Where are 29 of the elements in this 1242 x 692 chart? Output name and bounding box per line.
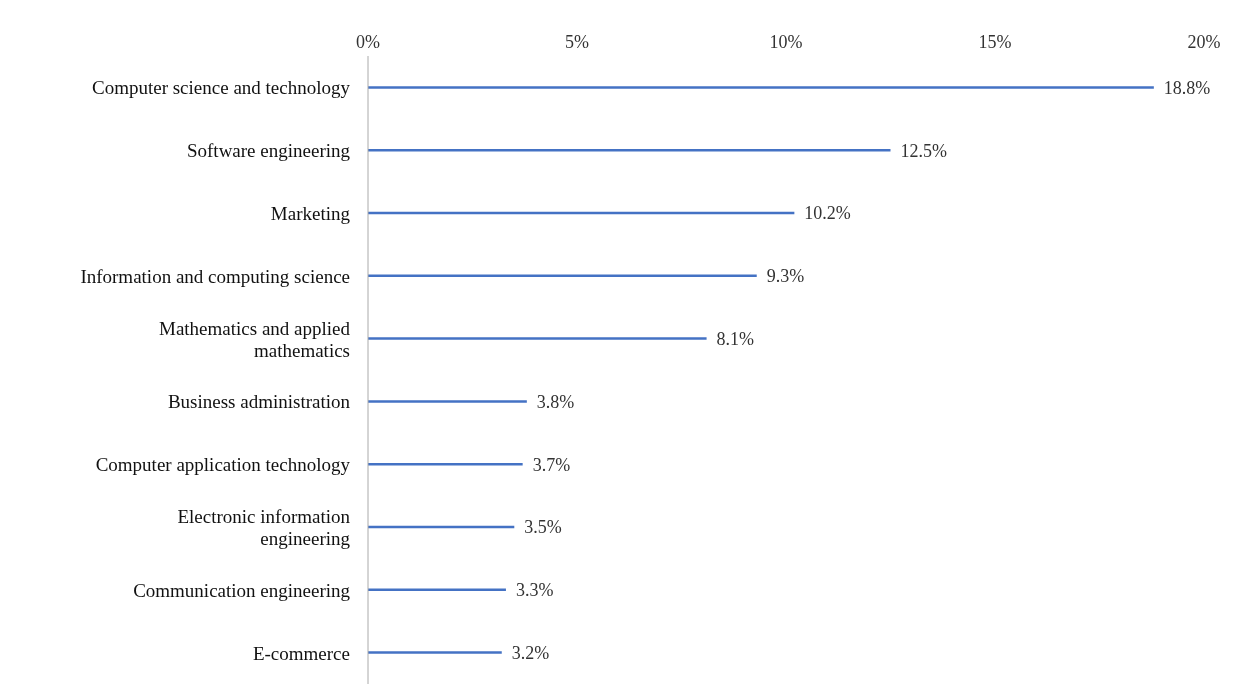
- data-label: 10.2%: [804, 203, 851, 224]
- data-label: 3.5%: [524, 517, 562, 538]
- data-label: 9.3%: [766, 266, 805, 287]
- y-tick-label: Marketing: [270, 202, 351, 224]
- data-label: 3.3%: [515, 580, 554, 601]
- y-tick-label: Computer application technology: [95, 453, 351, 475]
- x-tick-label: 15%: [978, 32, 1012, 52]
- data-label: 18.8%: [1163, 77, 1211, 98]
- x-tick-label: 5%: [565, 32, 589, 52]
- y-tick-label: Communication engineering: [133, 579, 351, 601]
- y-tick-label: Computer science and technology: [91, 76, 351, 98]
- data-label: 3.8%: [536, 391, 575, 412]
- y-tick-label: Software engineering: [186, 139, 351, 161]
- x-tick-label: 20%: [1187, 32, 1221, 52]
- x-tick-label: 10%: [769, 32, 803, 52]
- data-label: 3.2%: [511, 642, 550, 663]
- data-label: 12.5%: [900, 140, 947, 161]
- bar: [368, 86, 1154, 89]
- y-tick-label: Information and computing science: [80, 265, 350, 287]
- data-label: 8.1%: [716, 328, 755, 349]
- x-tick-label: 0%: [356, 32, 380, 52]
- y-tick-label: Mathematics and applied mathematics: [159, 317, 351, 361]
- bar: [368, 337, 707, 340]
- bar: [368, 400, 527, 403]
- y-tick-label: Electronic information engineering: [177, 505, 351, 549]
- data-label: 3.7%: [532, 454, 571, 475]
- bar: [368, 651, 502, 654]
- y-tick-label: Business administration: [167, 390, 351, 412]
- y-tick-label: E-commerce: [252, 642, 350, 664]
